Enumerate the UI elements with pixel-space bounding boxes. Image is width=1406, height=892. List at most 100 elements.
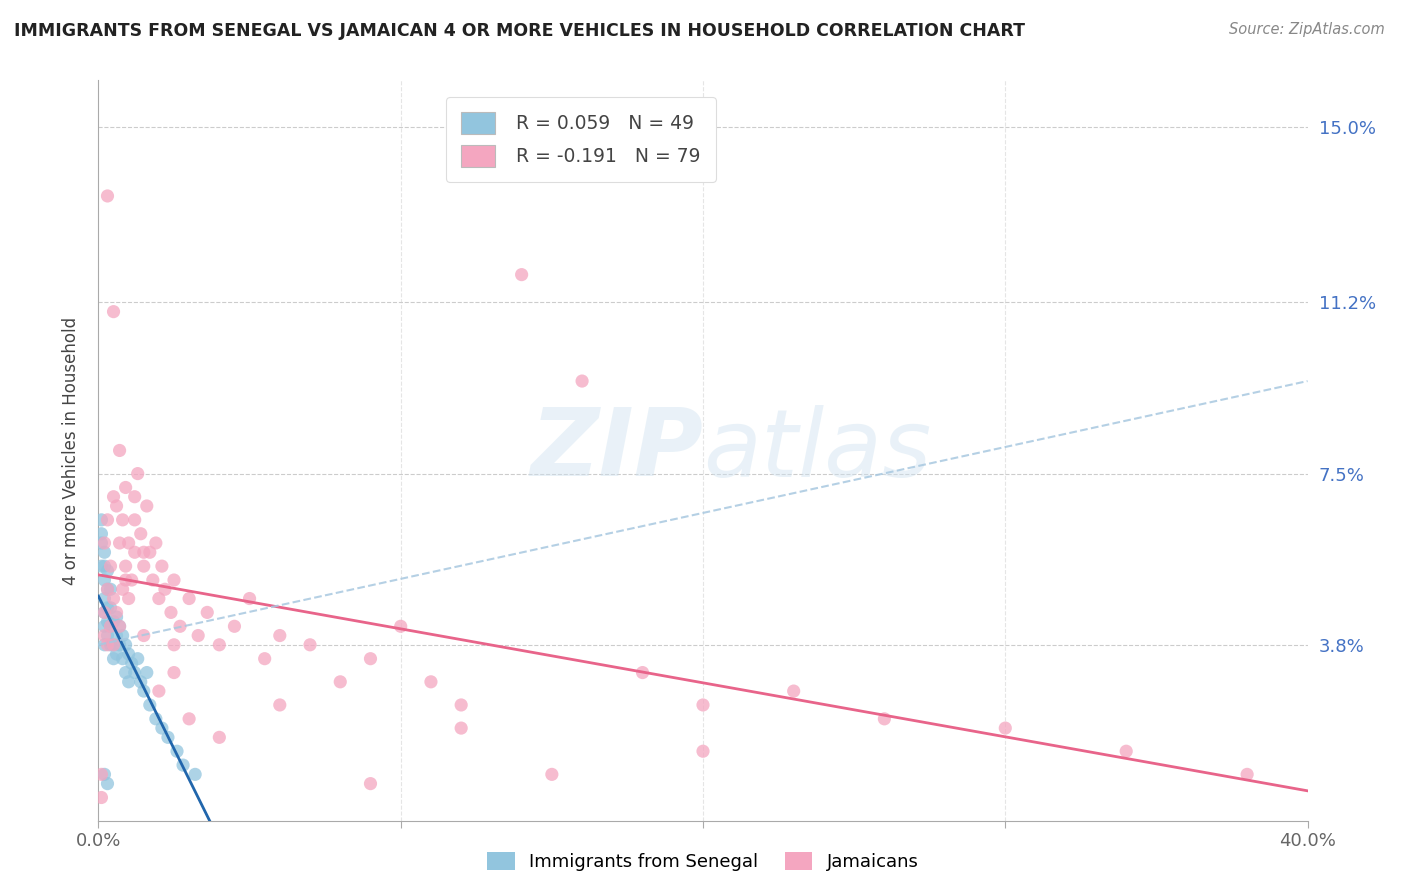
Point	[994, 721, 1017, 735]
Point	[132, 628, 155, 642]
Point	[93, 536, 115, 550]
Point	[96, 776, 118, 791]
Point	[103, 651, 125, 665]
Point	[96, 189, 118, 203]
Point	[510, 268, 533, 282]
Point	[224, 619, 246, 633]
Point	[103, 591, 125, 606]
Point	[148, 591, 170, 606]
Point	[90, 513, 112, 527]
Point	[96, 513, 118, 527]
Point	[105, 499, 128, 513]
Point	[127, 467, 149, 481]
Point	[100, 619, 122, 633]
Point	[105, 606, 128, 620]
Point	[100, 600, 122, 615]
Point	[100, 559, 122, 574]
Point	[139, 545, 162, 559]
Point	[96, 615, 118, 629]
Point	[105, 628, 128, 642]
Text: ZIP: ZIP	[530, 404, 703, 497]
Point	[269, 628, 291, 642]
Point	[103, 490, 125, 504]
Point	[156, 731, 179, 745]
Point	[114, 665, 136, 680]
Point	[121, 657, 143, 671]
Point	[96, 564, 118, 578]
Point	[93, 545, 115, 559]
Point	[118, 536, 141, 550]
Point	[195, 606, 218, 620]
Text: IMMIGRANTS FROM SENEGAL VS JAMAICAN 4 OR MORE VEHICLES IN HOUSEHOLD CORRELATION : IMMIGRANTS FROM SENEGAL VS JAMAICAN 4 OR…	[14, 22, 1025, 40]
Point	[96, 582, 118, 597]
Point	[108, 536, 131, 550]
Point	[124, 545, 146, 559]
Point	[93, 606, 115, 620]
Legend: Immigrants from Senegal, Jamaicans: Immigrants from Senegal, Jamaicans	[481, 845, 925, 879]
Point	[571, 374, 593, 388]
Point	[187, 628, 209, 642]
Point	[150, 559, 173, 574]
Point	[118, 647, 141, 661]
Point	[103, 615, 125, 629]
Point	[135, 665, 157, 680]
Point	[108, 619, 131, 633]
Point	[145, 536, 167, 550]
Point	[103, 304, 125, 318]
Point	[692, 744, 714, 758]
Point	[111, 651, 134, 665]
Point	[108, 443, 131, 458]
Point	[150, 721, 173, 735]
Point	[208, 731, 231, 745]
Point	[90, 767, 112, 781]
Point	[169, 619, 191, 633]
Point	[118, 591, 141, 606]
Y-axis label: 4 or more Vehicles in Household: 4 or more Vehicles in Household	[62, 317, 80, 584]
Point	[90, 536, 112, 550]
Point	[93, 591, 115, 606]
Point	[1115, 744, 1137, 758]
Point	[692, 698, 714, 712]
Point	[179, 712, 201, 726]
Point	[93, 628, 115, 642]
Point	[105, 610, 128, 624]
Point	[127, 651, 149, 665]
Point	[93, 638, 115, 652]
Point	[118, 674, 141, 689]
Point	[139, 698, 162, 712]
Text: atlas: atlas	[703, 405, 931, 496]
Point	[96, 582, 118, 597]
Point	[184, 767, 207, 781]
Point	[239, 591, 262, 606]
Point	[93, 573, 115, 587]
Point	[163, 638, 186, 652]
Point	[148, 684, 170, 698]
Point	[160, 606, 183, 620]
Point	[163, 573, 186, 587]
Point	[96, 638, 118, 652]
Point	[450, 721, 472, 735]
Point	[93, 619, 115, 633]
Point	[108, 619, 131, 633]
Point	[208, 638, 231, 652]
Point	[631, 665, 654, 680]
Point	[90, 559, 112, 574]
Point	[132, 559, 155, 574]
Point	[299, 638, 322, 652]
Point	[540, 767, 562, 781]
Point	[100, 619, 122, 633]
Point	[124, 490, 146, 504]
Point	[90, 526, 112, 541]
Point	[420, 674, 443, 689]
Point	[121, 573, 143, 587]
Point	[100, 582, 122, 597]
Point	[450, 698, 472, 712]
Point	[90, 790, 112, 805]
Point	[108, 638, 131, 652]
Point	[114, 481, 136, 495]
Point	[103, 638, 125, 652]
Point	[132, 545, 155, 559]
Point	[360, 651, 382, 665]
Point	[111, 582, 134, 597]
Point	[329, 674, 352, 689]
